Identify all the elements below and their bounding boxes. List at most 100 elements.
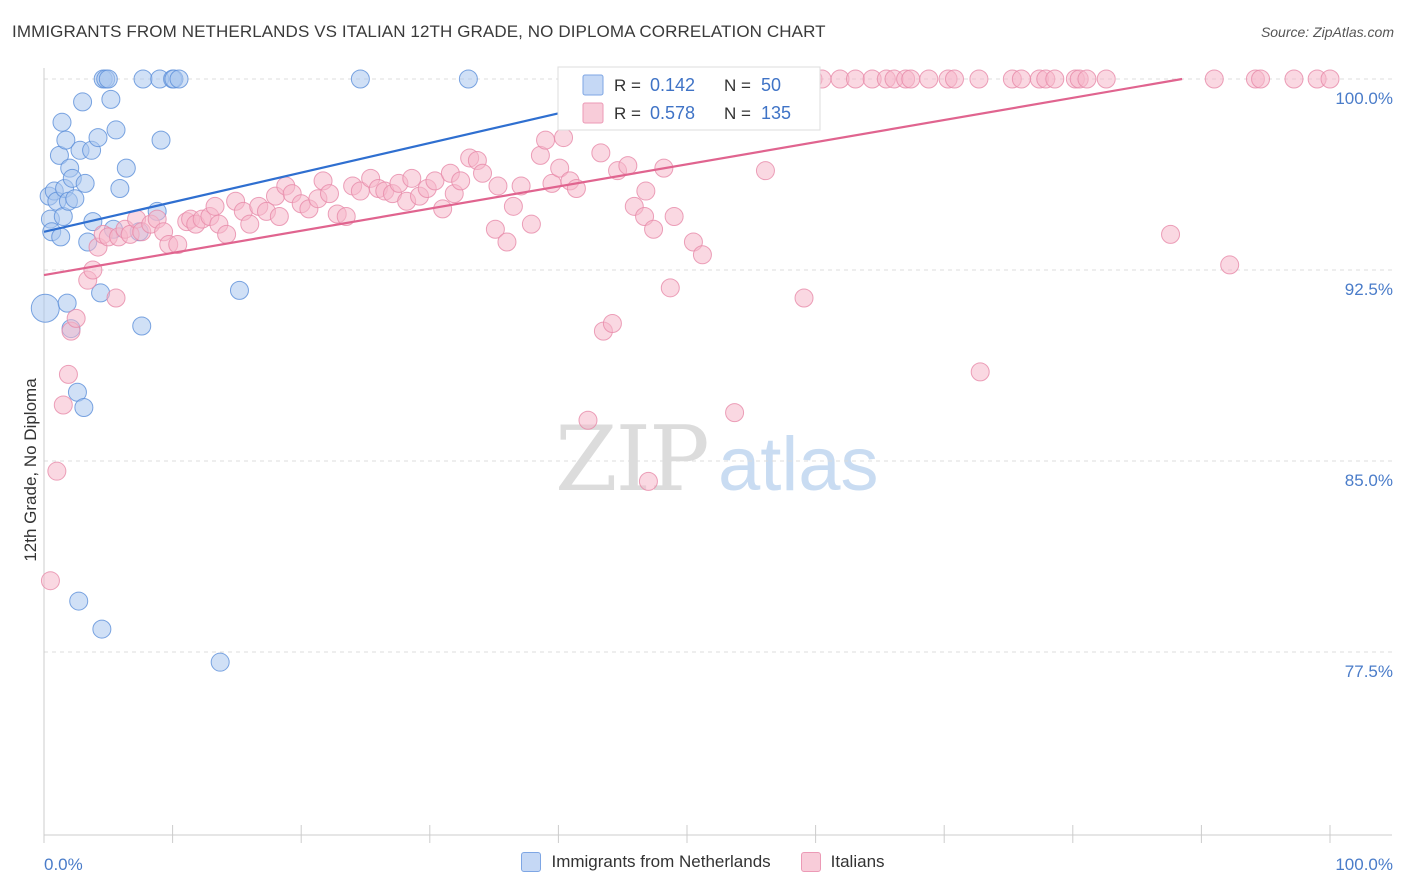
stats-legend-swatch — [582, 74, 604, 96]
italians-point — [1320, 69, 1340, 89]
x-tick-label: 0.0% — [44, 855, 83, 874]
netherlands-point — [101, 89, 121, 109]
netherlands-point — [73, 92, 93, 112]
stats-n-value: 50 — [761, 75, 781, 95]
italians-point — [636, 181, 656, 201]
legend-item-italians[interactable]: Italians — [800, 852, 885, 872]
stats-r-label: R = — [614, 76, 641, 95]
legend-label-netherlands: Immigrants from Netherlands — [551, 852, 771, 871]
italians-point — [106, 288, 126, 308]
italians-point — [794, 288, 814, 308]
netherlands-point — [56, 130, 76, 150]
italians-point — [319, 184, 339, 204]
italians-point — [660, 278, 680, 298]
italians-point — [919, 69, 939, 89]
y-tick-label: 100.0% — [1335, 89, 1393, 108]
netherlands-point — [132, 316, 152, 336]
italians-point — [521, 214, 541, 234]
italians-point — [725, 403, 745, 423]
italians-point — [550, 158, 570, 178]
italians-point — [644, 219, 664, 239]
italians-point — [205, 196, 225, 216]
watermark-zip: ZIP — [555, 407, 708, 512]
stats-r-label: R = — [614, 104, 641, 123]
legend-swatch-blue — [521, 852, 542, 872]
stats-n-value: 135 — [761, 103, 791, 123]
netherlands-point — [30, 293, 60, 323]
netherlands-trend-line — [43, 103, 598, 233]
netherlands-point — [52, 112, 72, 132]
y-tick-label: 92.5% — [1345, 280, 1393, 299]
italians-point — [638, 471, 658, 491]
italians-point — [217, 224, 237, 244]
italians-point — [1011, 69, 1031, 89]
netherlands-point — [133, 69, 153, 89]
italians-point — [1284, 69, 1304, 89]
italians-point — [692, 245, 712, 265]
italians-point — [591, 143, 611, 163]
italians-point — [1204, 69, 1224, 89]
italians-point — [488, 176, 508, 196]
italians-point — [473, 163, 493, 183]
netherlands-point — [65, 189, 85, 209]
italians-point — [425, 171, 445, 191]
italians-point — [497, 232, 517, 252]
italians-point — [554, 128, 574, 148]
italians-point — [451, 171, 471, 191]
italians-point — [944, 69, 964, 89]
y-tick-label: 85.0% — [1345, 471, 1393, 490]
italians-point — [66, 308, 86, 328]
italians-point — [40, 571, 60, 591]
italians-point — [664, 207, 684, 227]
netherlands-point — [106, 120, 126, 140]
italians-point — [578, 410, 598, 430]
italians-point — [336, 207, 356, 227]
italians-point — [1220, 255, 1240, 275]
italians-point — [83, 260, 103, 280]
italians-point — [901, 69, 921, 89]
italians-point — [618, 156, 638, 176]
italians-point — [1161, 224, 1181, 244]
italians-point — [240, 214, 260, 234]
netherlands-point — [98, 69, 118, 89]
stats-n-label: N = — [724, 76, 751, 95]
stats-n-label: N = — [724, 104, 751, 123]
chart-title: IMMIGRANTS FROM NETHERLANDS VS ITALIAN 1… — [12, 22, 826, 41]
italians-point — [485, 219, 505, 239]
netherlands-point — [92, 619, 112, 639]
netherlands-point — [169, 69, 189, 89]
italians-point — [503, 196, 523, 216]
italians-point — [47, 461, 67, 481]
watermark-atlas: atlas — [718, 422, 879, 507]
italians-point — [402, 168, 422, 188]
italians-point — [845, 69, 865, 89]
netherlands-point — [110, 179, 130, 199]
italians-point — [755, 161, 775, 181]
y-tick-label: 77.5% — [1345, 662, 1393, 681]
legend-item-netherlands[interactable]: Immigrants from Netherlands — [521, 852, 771, 872]
netherlands-point — [74, 398, 94, 418]
italians-point — [269, 207, 289, 227]
italians-point — [511, 176, 531, 196]
italians-point — [1251, 69, 1271, 89]
netherlands-point — [116, 158, 136, 178]
bottom-legend: Immigrants from Netherlands Italians — [0, 852, 1406, 872]
netherlands-point — [75, 173, 95, 193]
stats-legend-swatch — [582, 102, 604, 124]
italians-point — [433, 199, 453, 219]
italians-point — [536, 130, 556, 150]
italians-point — [1096, 69, 1116, 89]
netherlands-point — [88, 128, 108, 148]
italians-point — [970, 362, 990, 382]
y-axis-label: 12th Grade, No Diploma — [21, 378, 40, 562]
stats-r-value: 0.142 — [650, 75, 695, 95]
netherlands-point — [210, 652, 230, 672]
netherlands-point — [151, 130, 171, 150]
source-label: Source: ZipAtlas.com — [1260, 24, 1394, 40]
legend-swatch-pink — [800, 852, 821, 872]
italians-point — [53, 395, 73, 415]
italians-point — [168, 235, 188, 255]
italians-point — [1045, 69, 1065, 89]
netherlands-point — [229, 280, 249, 300]
